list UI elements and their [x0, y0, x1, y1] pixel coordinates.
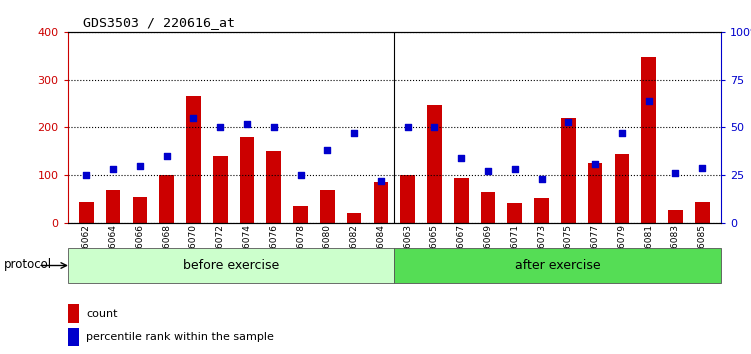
Text: GDS3503 / 220616_at: GDS3503 / 220616_at: [83, 16, 234, 29]
Bar: [614, 154, 629, 223]
Bar: [427, 104, 442, 223]
Bar: [68, 304, 80, 323]
Text: count: count: [86, 309, 117, 319]
Bar: [454, 178, 469, 223]
Point: [428, 125, 440, 130]
Point: [134, 163, 146, 169]
Point: [107, 167, 119, 172]
Bar: [561, 118, 576, 223]
Bar: [106, 190, 120, 223]
Point: [375, 178, 387, 184]
Point: [188, 115, 200, 121]
Bar: [68, 248, 394, 283]
Point: [294, 172, 306, 178]
Bar: [347, 213, 361, 223]
Bar: [588, 163, 602, 223]
Bar: [534, 198, 549, 223]
Text: after exercise: after exercise: [514, 259, 601, 272]
Bar: [240, 137, 255, 223]
Point: [214, 125, 226, 130]
Point: [80, 172, 92, 178]
Bar: [668, 210, 683, 223]
Bar: [481, 192, 496, 223]
Point: [348, 130, 360, 136]
Bar: [508, 203, 522, 223]
Text: before exercise: before exercise: [182, 259, 279, 272]
Point: [321, 148, 333, 153]
Point: [589, 161, 601, 167]
Bar: [213, 156, 228, 223]
Point: [669, 171, 681, 176]
Point: [268, 125, 280, 130]
Point: [643, 98, 655, 103]
Text: protocol: protocol: [4, 258, 52, 271]
Point: [455, 155, 467, 161]
Bar: [400, 175, 415, 223]
Bar: [695, 201, 710, 223]
Bar: [159, 175, 174, 223]
Bar: [320, 190, 335, 223]
Point: [535, 176, 547, 182]
Point: [161, 153, 173, 159]
Text: percentile rank within the sample: percentile rank within the sample: [86, 332, 274, 342]
Bar: [186, 96, 201, 223]
Point: [482, 169, 494, 174]
Bar: [267, 152, 281, 223]
Point: [402, 125, 414, 130]
Bar: [79, 201, 94, 223]
Point: [241, 121, 253, 126]
Point: [562, 119, 575, 125]
Point: [508, 167, 520, 172]
Bar: [641, 57, 656, 223]
Point: [696, 165, 708, 170]
Bar: [68, 328, 80, 347]
Bar: [394, 248, 721, 283]
Bar: [293, 206, 308, 223]
Bar: [373, 182, 388, 223]
Point: [616, 130, 628, 136]
Bar: [132, 197, 147, 223]
